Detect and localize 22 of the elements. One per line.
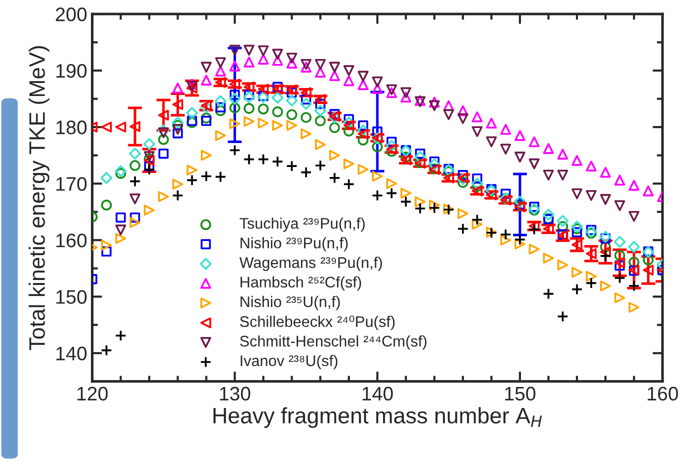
x-tick-label: 120 bbox=[77, 386, 108, 401]
y-tick-label: 180 bbox=[56, 120, 87, 134]
y-tick-label: 160 bbox=[56, 234, 87, 248]
legend-label: Schmitt-Henschel ²⁴⁴Cm(sf) bbox=[240, 335, 426, 350]
legend-label: Tsuchiya ²³⁹Pu(n,f) bbox=[240, 218, 365, 232]
x-tick-label: 130 bbox=[220, 386, 250, 401]
legend-label: Hambsch ²⁵²Cf(sf) bbox=[240, 276, 362, 291]
y-tick-label: 140 bbox=[56, 346, 87, 360]
x-tick-label: 150 bbox=[505, 386, 536, 401]
x-axis-title: Heavy fragment mass number A$_{H}$ bbox=[214, 407, 542, 428]
y-axis-title: Total kinetic energy TKE (MeV) bbox=[28, 46, 50, 350]
x-tick-label: 160 bbox=[648, 386, 678, 401]
y-tick-label: 170 bbox=[56, 177, 87, 191]
y-tick-label: 150 bbox=[56, 290, 87, 304]
y-tick-label: 200 bbox=[56, 8, 87, 22]
legend-label: Wagemans ²³⁹Pu(n,f) bbox=[239, 256, 382, 271]
legend-label: Nishio ²³⁹Pu(n,f) bbox=[240, 237, 348, 252]
legend-label: Schillebeeckx ²⁴⁰Pu(sf) bbox=[240, 316, 395, 330]
legend-label: Nishio ²³⁵U(n,f) bbox=[240, 296, 340, 310]
legend-label: Ivanov ²³⁸U(sf) bbox=[240, 354, 338, 370]
y-tick-label: 190 bbox=[56, 64, 87, 78]
x-tick-label: 140 bbox=[362, 386, 393, 401]
